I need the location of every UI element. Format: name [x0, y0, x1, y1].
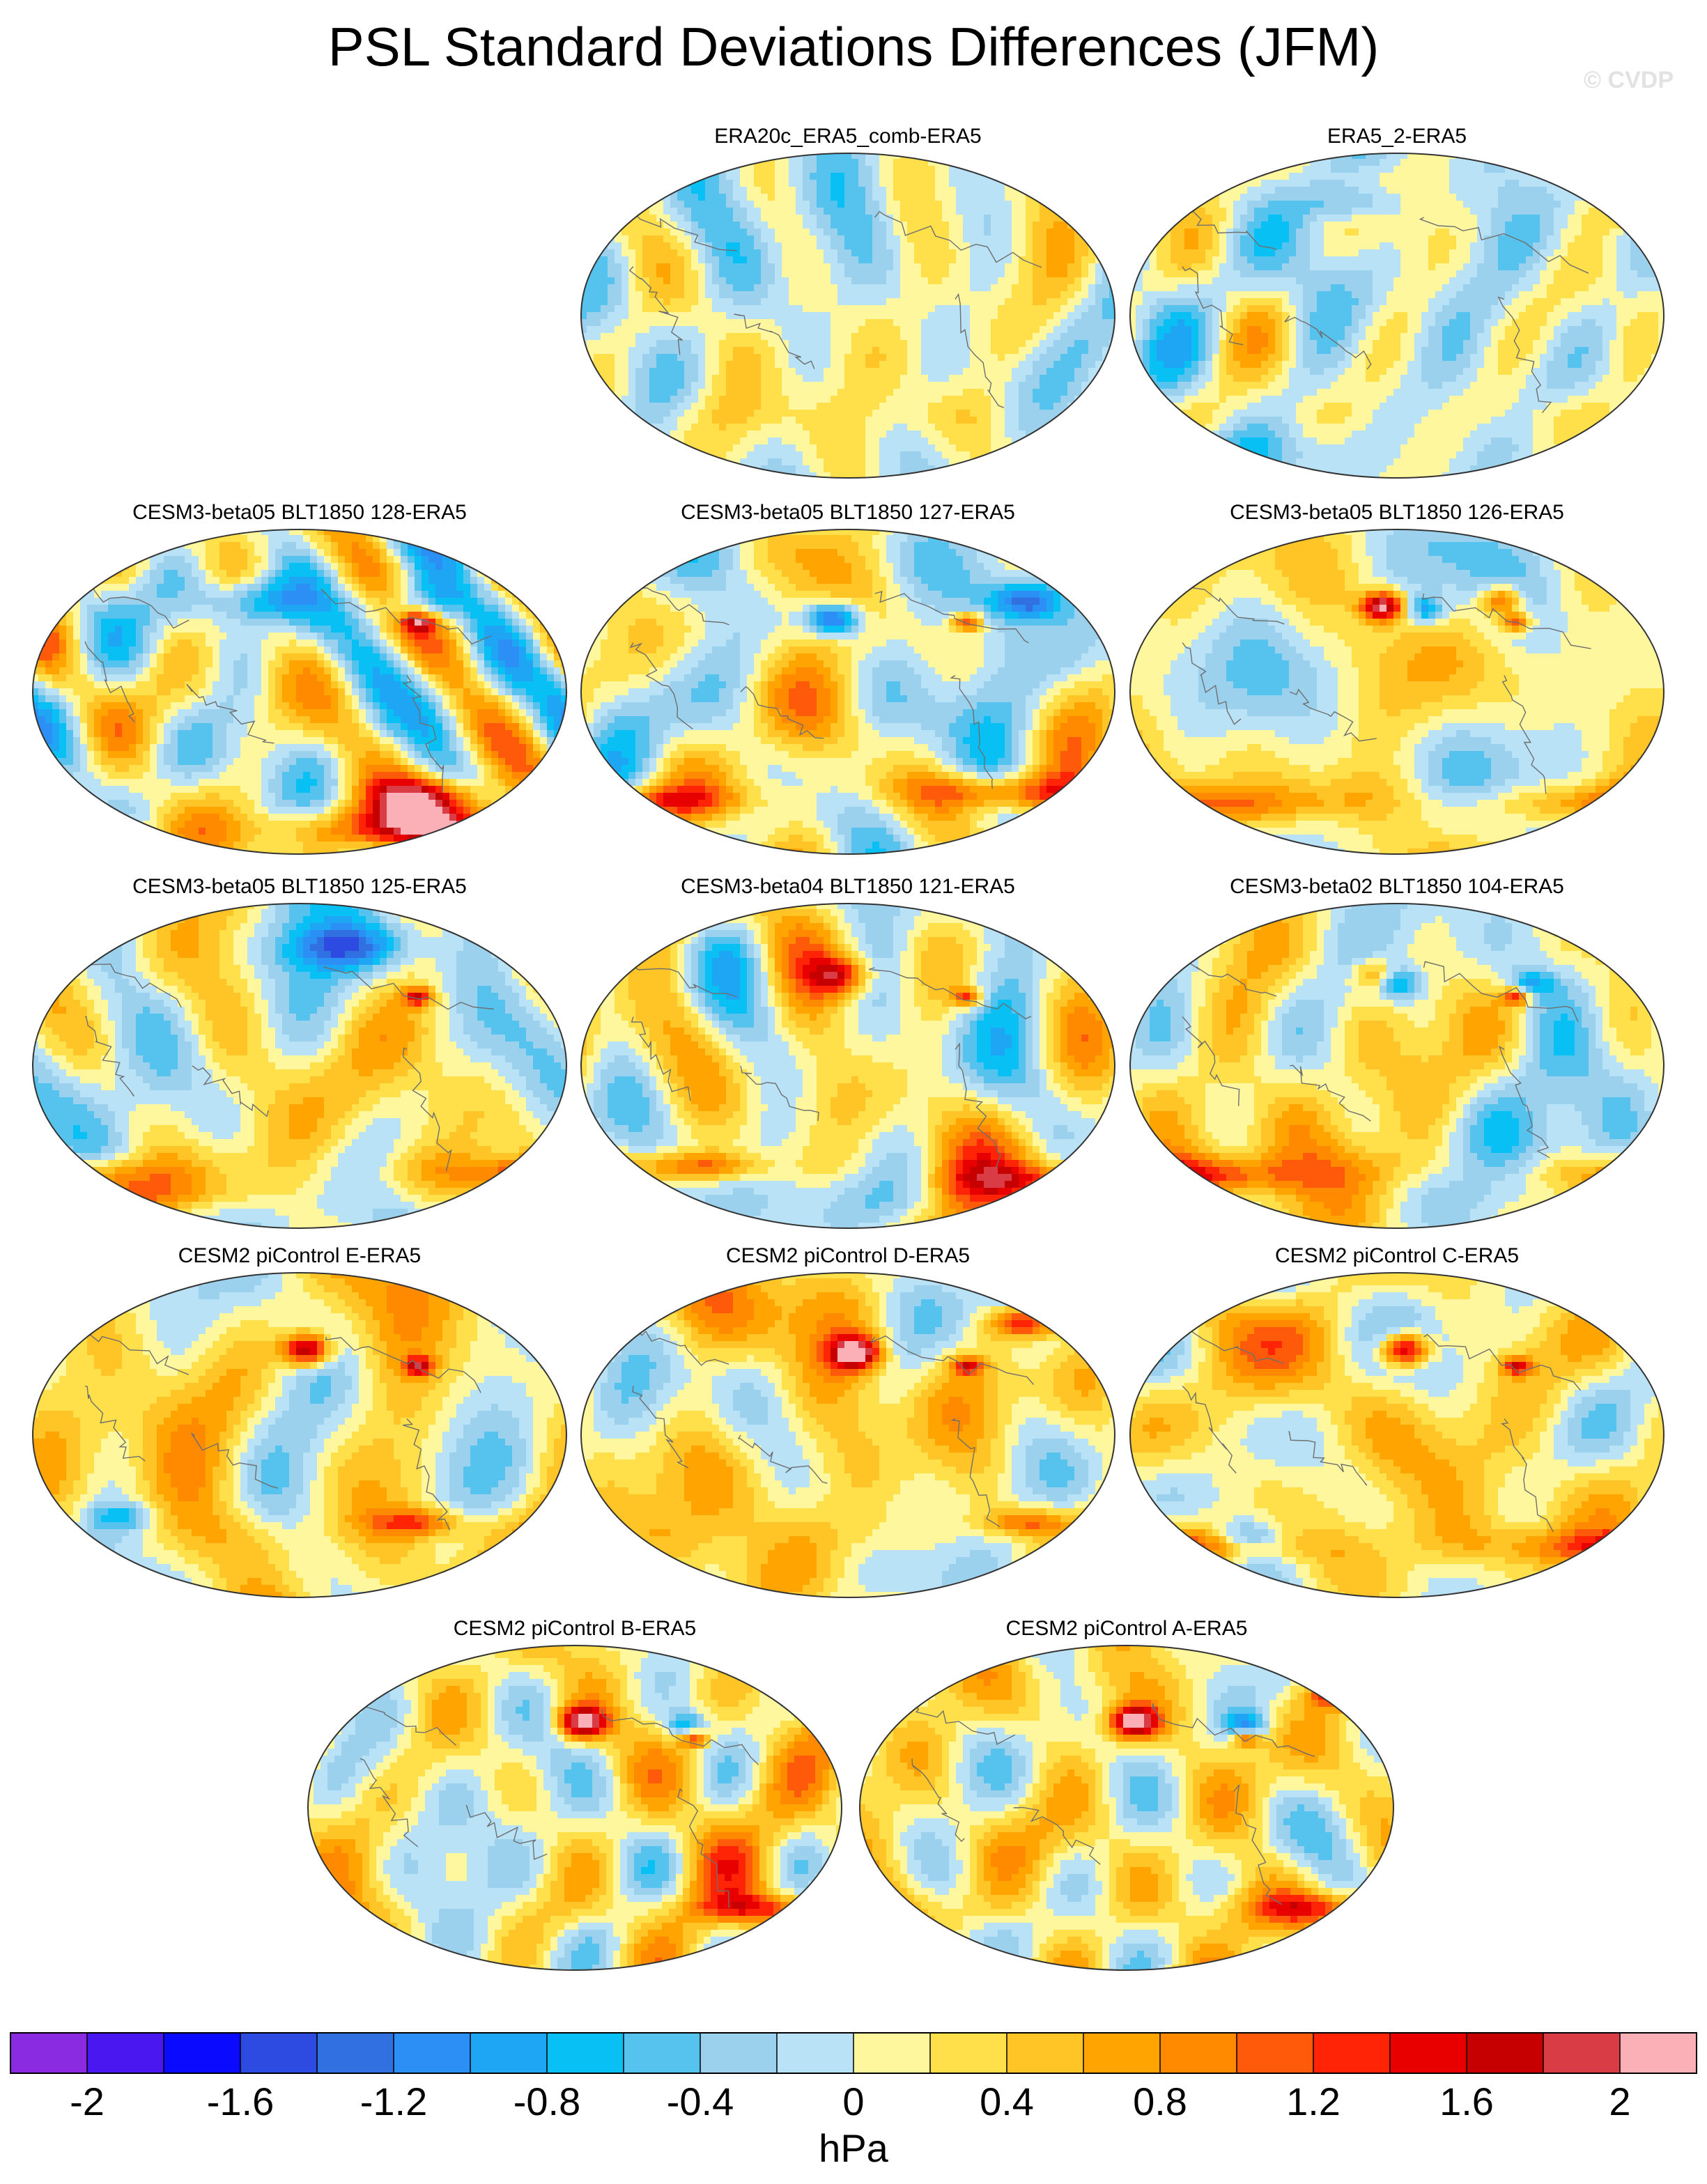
figure-title: PSL Standard Deviations Differences (JFM… — [0, 15, 1707, 78]
difference-map — [580, 903, 1115, 1229]
difference-map — [580, 529, 1115, 855]
colorbar-swatch — [1007, 2033, 1084, 2073]
map-panel: CESM3-beta05 BLT1850 125-ERA5 — [31, 874, 568, 1237]
colorbar-swatch — [317, 2033, 394, 2073]
colorbar-tick-label: -0.4 — [667, 2080, 734, 2123]
difference-map — [580, 1272, 1115, 1598]
panel-title: CESM2 piControl C-ERA5 — [1129, 1244, 1665, 1269]
colorbar-swatch — [930, 2033, 1007, 2073]
map-panel: CESM2 piControl D-ERA5 — [580, 1244, 1116, 1606]
map-panel: CESM3-beta05 BLT1850 126-ERA5 — [1129, 500, 1665, 862]
panel-title: CESM3-beta02 BLT1850 104-ERA5 — [1129, 874, 1665, 899]
map-panel: CESM2 piControl B-ERA5 — [307, 1616, 843, 1978]
difference-map — [1129, 529, 1664, 855]
colorbar-swatch — [547, 2033, 624, 2073]
colorbar-tick-label: -2 — [70, 2080, 105, 2123]
map-panel: ERA20c_ERA5_comb-ERA5 — [580, 124, 1116, 486]
colorbar-swatch — [164, 2033, 241, 2073]
colorbar-tick-label: 1.2 — [1286, 2080, 1341, 2123]
colorbar-swatch — [470, 2033, 548, 2073]
map-panel: CESM3-beta05 BLT1850 128-ERA5 — [31, 500, 568, 862]
colorbar-tick-label: -1.6 — [207, 2080, 275, 2123]
colorbar-swatch — [1467, 2033, 1544, 2073]
panel-title: CESM2 piControl E-ERA5 — [31, 1244, 568, 1269]
colorbar-swatch — [1160, 2033, 1237, 2073]
colorbar-swatch — [1620, 2033, 1697, 2073]
colorbar-tick-label: 0 — [842, 2080, 864, 2123]
panel-title: ERA20c_ERA5_comb-ERA5 — [580, 124, 1116, 149]
panel-title: CESM3-beta05 BLT1850 126-ERA5 — [1129, 500, 1665, 525]
colorbar-swatch — [1543, 2033, 1621, 2073]
colorbar-unit-label: hPa — [0, 2126, 1707, 2171]
difference-map — [1129, 903, 1664, 1229]
colorbar-tick-label: 2 — [1609, 2080, 1630, 2123]
map-panel: CESM2 piControl C-ERA5 — [1129, 1244, 1665, 1606]
difference-map — [859, 1645, 1394, 1971]
colorbar-tick-label: 1.6 — [1439, 2080, 1494, 2123]
difference-map — [32, 903, 567, 1229]
colorbar-swatch — [777, 2033, 854, 2073]
colorbar-swatch — [87, 2033, 164, 2073]
colorbar-swatch — [1083, 2033, 1161, 2073]
colorbar-swatch — [240, 2033, 318, 2073]
colorbar-tick-label: 0.4 — [980, 2080, 1034, 2123]
panel-title: CESM2 piControl D-ERA5 — [580, 1244, 1116, 1269]
difference-map — [1129, 153, 1664, 479]
panel-title: ERA5_2-ERA5 — [1129, 124, 1665, 149]
panel-title: CESM3-beta05 BLT1850 125-ERA5 — [31, 874, 568, 899]
panel-title: CESM3-beta05 BLT1850 127-ERA5 — [580, 500, 1116, 525]
map-panel: ERA5_2-ERA5 — [1129, 124, 1665, 486]
panel-title: CESM3-beta04 BLT1850 121-ERA5 — [580, 874, 1116, 899]
difference-map — [32, 1272, 567, 1598]
colorbar-swatch — [394, 2033, 471, 2073]
map-panel: CESM2 piControl E-ERA5 — [31, 1244, 568, 1606]
colorbar-swatch — [700, 2033, 778, 2073]
panel-title: CESM2 piControl B-ERA5 — [307, 1616, 843, 1641]
colorbar-swatch — [1237, 2033, 1314, 2073]
difference-map — [580, 153, 1115, 479]
colorbar-tick-label: -0.8 — [513, 2080, 581, 2123]
difference-map — [1129, 1272, 1664, 1598]
colorbar-swatch — [1313, 2033, 1391, 2073]
colorbar-swatch — [1390, 2033, 1467, 2073]
map-panel: CESM3-beta04 BLT1850 121-ERA5 — [580, 874, 1116, 1237]
panel-title: CESM3-beta05 BLT1850 128-ERA5 — [31, 500, 568, 525]
panel-title: CESM2 piControl A-ERA5 — [858, 1616, 1395, 1641]
colorbar-tick-label: 0.8 — [1133, 2080, 1187, 2123]
map-panel: CESM3-beta02 BLT1850 104-ERA5 — [1129, 874, 1665, 1237]
colorbar-tick-label: -1.2 — [360, 2080, 428, 2123]
colorbar-swatch — [854, 2033, 931, 2073]
difference-map — [32, 529, 567, 855]
colorbar-swatch — [10, 2033, 88, 2073]
difference-map — [307, 1645, 842, 1971]
map-panel: CESM2 piControl A-ERA5 — [858, 1616, 1395, 1978]
colorbar-swatch — [624, 2033, 701, 2073]
cvdp-watermark: © CVDP — [1584, 67, 1674, 94]
map-panel: CESM3-beta05 BLT1850 127-ERA5 — [580, 500, 1116, 862]
